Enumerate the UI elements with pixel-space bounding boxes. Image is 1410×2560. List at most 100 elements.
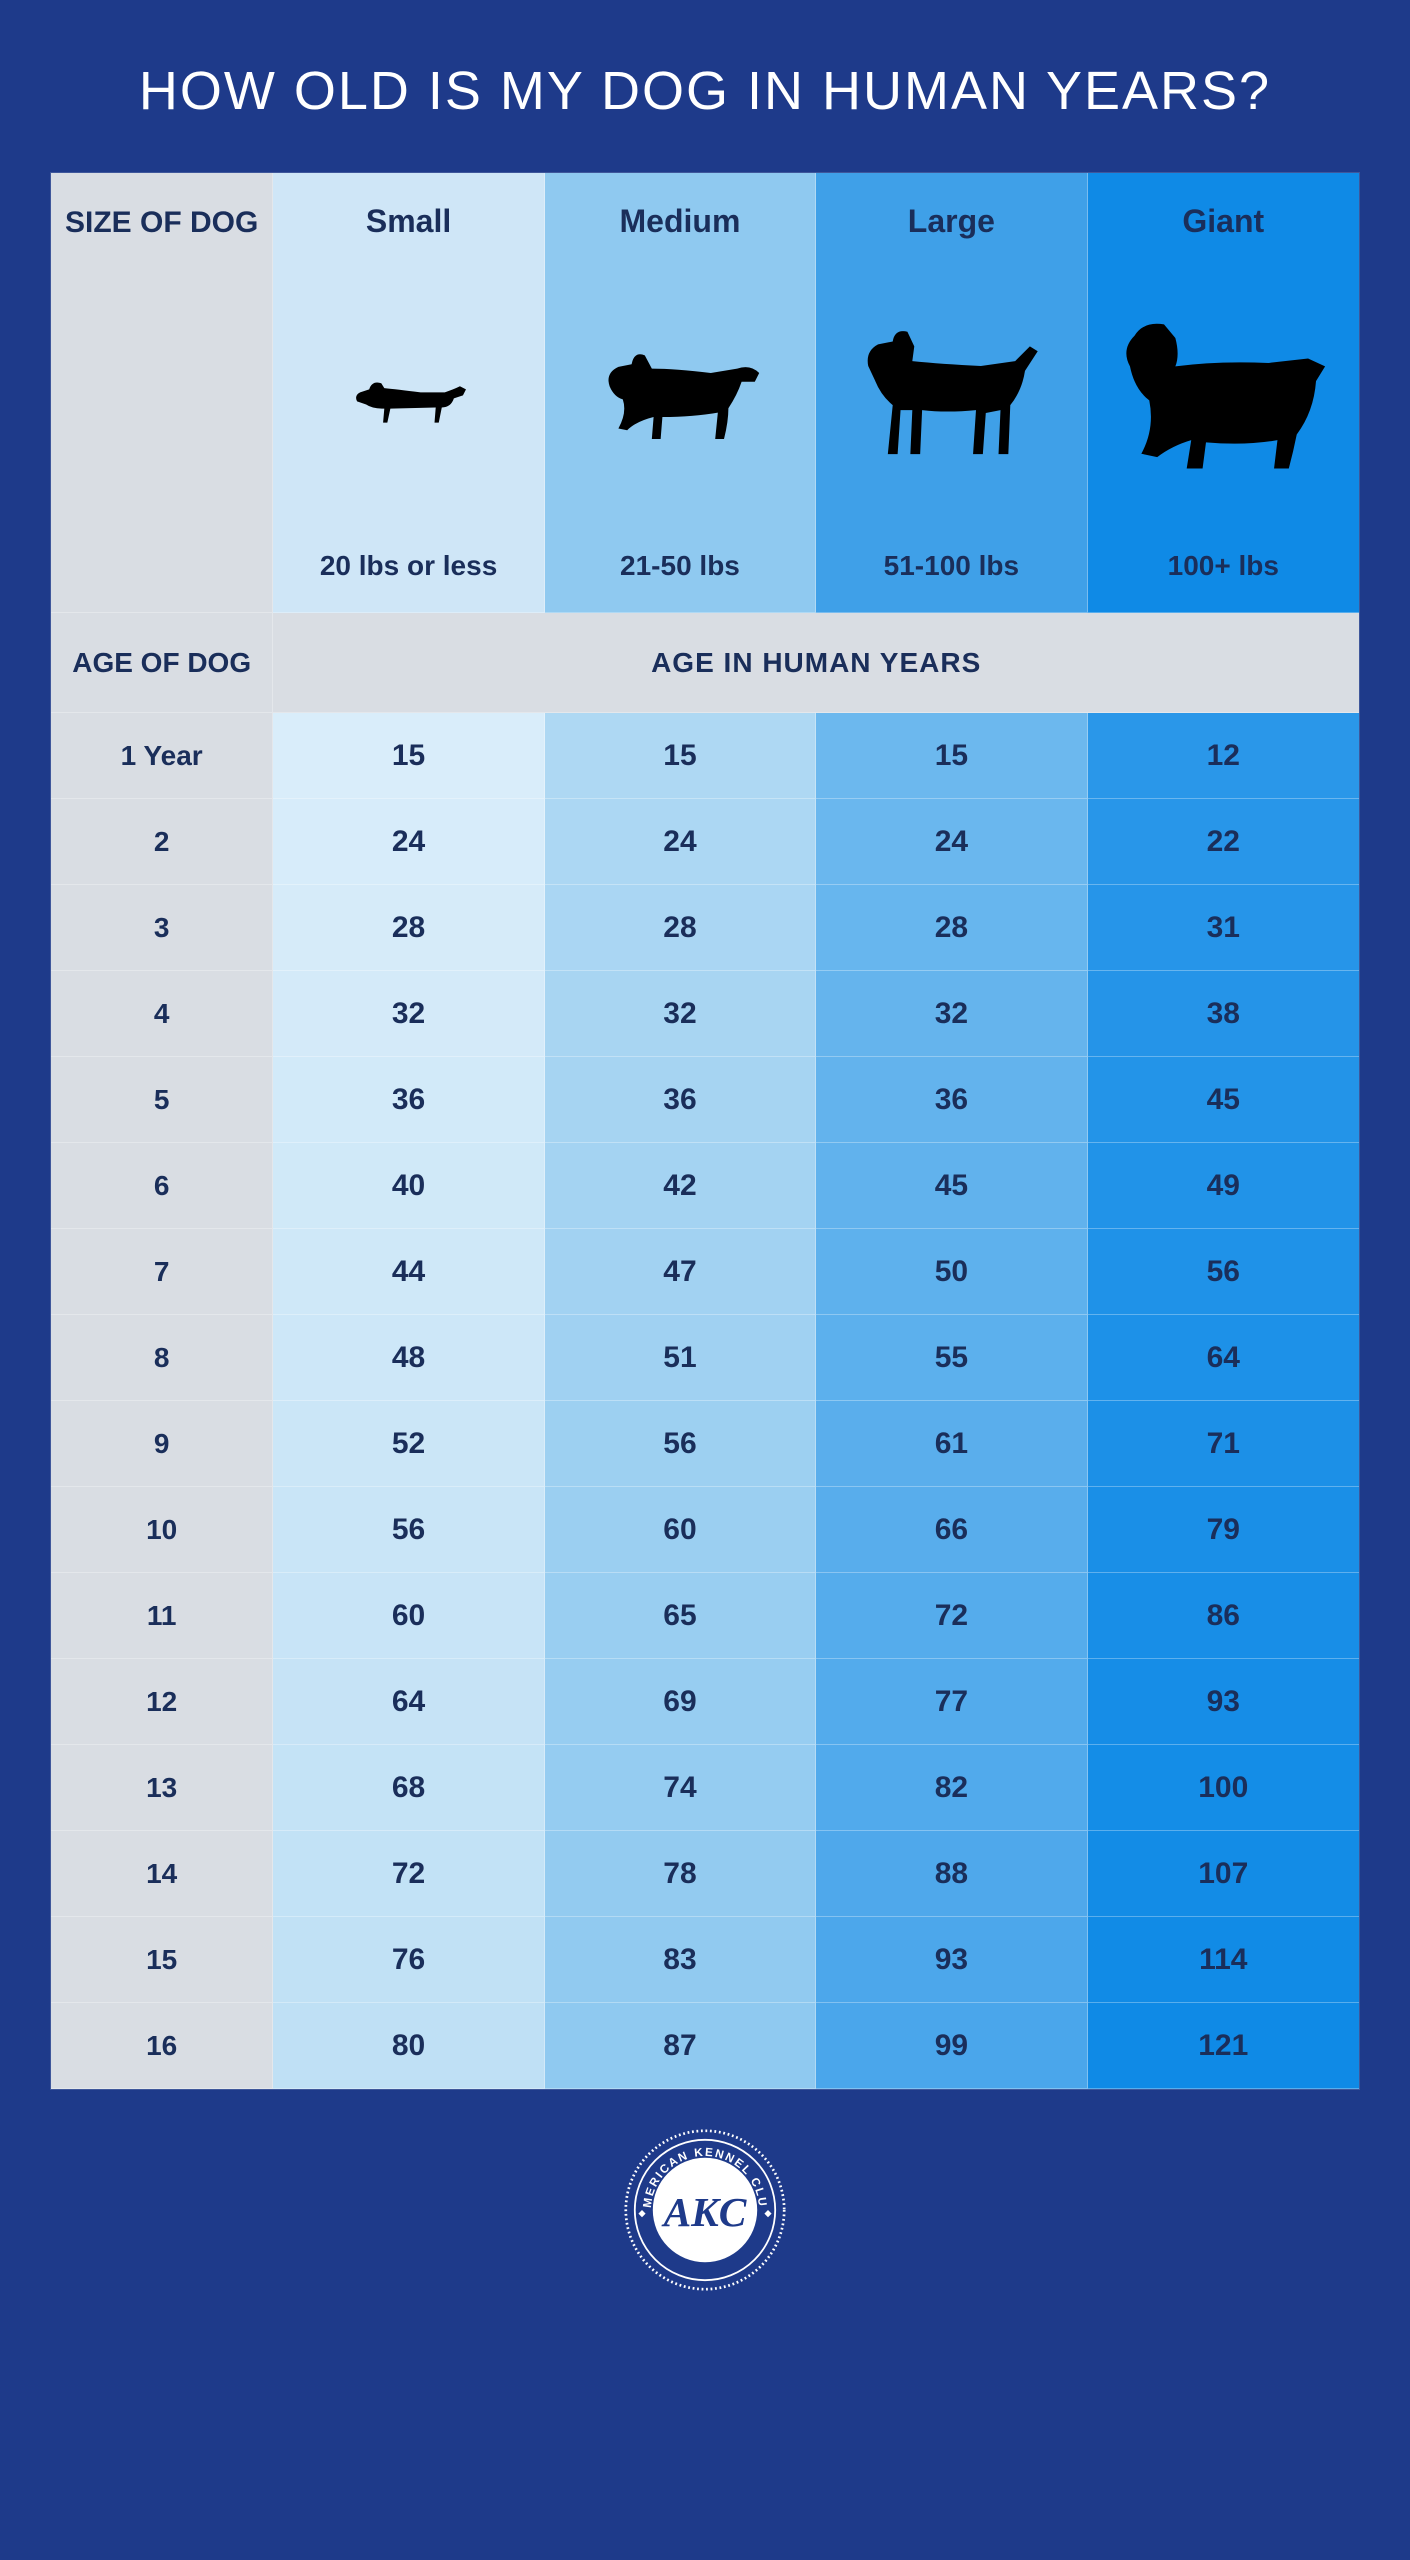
dog-icon-medium [555,240,805,550]
age-label-cell: 2 [51,799,273,885]
age-value-cell: 83 [545,1917,816,2003]
age-value-cell: 80 [273,2003,544,2089]
size-name-medium: Medium [620,203,741,240]
age-value-cell: 74 [545,1745,816,1831]
age-value-cell: 38 [1088,971,1359,1057]
table-row: 848515564 [51,1315,1359,1401]
age-value-cell: 60 [273,1573,544,1659]
age-value-cell: 42 [545,1143,816,1229]
age-label-cell: 1 Year [51,713,273,799]
size-header-giant: Giant 100+ lbs [1088,173,1359,613]
age-value-cell: 52 [273,1401,544,1487]
size-header-small: Small 20 lbs or less [273,173,544,613]
age-label-cell: 9 [51,1401,273,1487]
age-value-cell: 77 [816,1659,1087,1745]
size-weight-small: 20 lbs or less [320,550,497,582]
header-row: SIZE OF DOG Small 20 lbs or less Medium [51,173,1359,613]
age-in-human-years-label: AGE IN HUMAN YEARS [273,613,1359,713]
table-row: 1264697793 [51,1659,1359,1745]
age-label-cell: 5 [51,1057,273,1143]
age-value-cell: 56 [1088,1229,1359,1315]
age-value-cell: 15 [816,713,1087,799]
age-value-cell: 28 [816,885,1087,971]
age-label-cell: 12 [51,1659,273,1745]
age-value-cell: 36 [273,1057,544,1143]
age-value-cell: 24 [816,799,1087,885]
size-header-large: Large 51-100 lbs [816,173,1087,613]
age-value-cell: 86 [1088,1573,1359,1659]
table-row: 640424549 [51,1143,1359,1229]
age-value-cell: 87 [545,2003,816,2089]
age-value-cell: 22 [1088,799,1359,885]
size-name-giant: Giant [1182,203,1264,240]
age-value-cell: 32 [816,971,1087,1057]
page-title: HOW OLD IS MY DOG IN HUMAN YEARS? [50,60,1360,122]
age-label-cell: 6 [51,1143,273,1229]
age-label-cell: 10 [51,1487,273,1573]
age-value-cell: 72 [816,1573,1087,1659]
age-value-cell: 114 [1088,1917,1359,2003]
subheader-row: AGE OF DOG AGE IN HUMAN YEARS [51,613,1359,713]
age-value-cell: 40 [273,1143,544,1229]
age-value-cell: 61 [816,1401,1087,1487]
age-value-cell: 49 [1088,1143,1359,1229]
size-weight-medium: 21-50 lbs [620,550,740,582]
table-row: 13687482100 [51,1745,1359,1831]
age-value-cell: 44 [273,1229,544,1315]
age-label-cell: 3 [51,885,273,971]
age-value-cell: 55 [816,1315,1087,1401]
table-row: 16808799121 [51,2003,1359,2089]
age-value-cell: 71 [1088,1401,1359,1487]
age-value-cell: 64 [273,1659,544,1745]
age-value-cell: 28 [545,885,816,971]
age-value-cell: 121 [1088,2003,1359,2089]
age-value-cell: 82 [816,1745,1087,1831]
age-value-cell: 56 [273,1487,544,1573]
age-value-cell: 79 [1088,1487,1359,1573]
table-row: 744475056 [51,1229,1359,1315]
age-label-cell: 16 [51,2003,273,2089]
age-value-cell: 15 [545,713,816,799]
age-label-cell: 14 [51,1831,273,1917]
age-value-cell: 32 [273,971,544,1057]
age-value-cell: 93 [1088,1659,1359,1745]
table-row: 14727888107 [51,1831,1359,1917]
table-row: 328282831 [51,885,1359,971]
age-value-cell: 36 [816,1057,1087,1143]
dog-icon-giant [1098,240,1349,550]
age-value-cell: 48 [273,1315,544,1401]
table-row: 15768393114 [51,1917,1359,2003]
age-of-dog-label: AGE OF DOG [51,613,273,713]
size-weight-giant: 100+ lbs [1168,550,1279,582]
age-value-cell: 24 [545,799,816,885]
age-value-cell: 78 [545,1831,816,1917]
age-value-cell: 24 [273,799,544,885]
table-row: 1 Year15151512 [51,713,1359,799]
size-of-dog-label: SIZE OF DOG [51,173,273,613]
age-value-cell: 31 [1088,885,1359,971]
size-weight-large: 51-100 lbs [884,550,1019,582]
infographic-container: HOW OLD IS MY DOG IN HUMAN YEARS? SIZE O… [0,0,1410,2340]
age-value-cell: 64 [1088,1315,1359,1401]
table-row: 952566171 [51,1401,1359,1487]
age-value-cell: 56 [545,1401,816,1487]
age-value-cell: 32 [545,971,816,1057]
age-label-cell: 11 [51,1573,273,1659]
age-value-cell: 45 [816,1143,1087,1229]
table-row: 1056606679 [51,1487,1359,1573]
age-value-cell: 93 [816,1917,1087,2003]
age-value-cell: 51 [545,1315,816,1401]
age-value-cell: 47 [545,1229,816,1315]
svg-text:AKC: AKC [661,2189,747,2235]
age-value-cell: 76 [273,1917,544,2003]
table-row: 536363645 [51,1057,1359,1143]
age-value-cell: 68 [273,1745,544,1831]
age-value-cell: 107 [1088,1831,1359,1917]
age-chart: SIZE OF DOG Small 20 lbs or less Medium [50,172,1360,2090]
age-value-cell: 12 [1088,713,1359,799]
table-row: 432323238 [51,971,1359,1057]
age-value-cell: 69 [545,1659,816,1745]
akc-logo: AMERICAN KENNEL CLUB FOUNDED 1884 AKC [50,2120,1360,2300]
age-label-cell: 8 [51,1315,273,1401]
age-value-cell: 15 [273,713,544,799]
